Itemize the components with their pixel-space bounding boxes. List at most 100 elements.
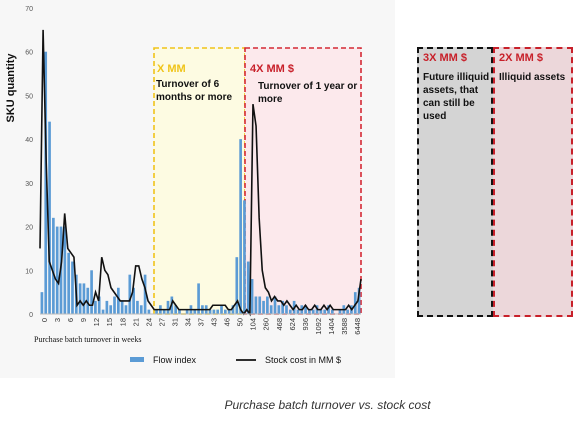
- bar: [52, 217, 55, 314]
- x-tick-label: 104: [249, 318, 258, 331]
- y-tick-label: 0: [29, 312, 33, 319]
- bar: [338, 309, 342, 314]
- bar: [208, 309, 212, 314]
- bar: [304, 305, 307, 314]
- bar: [285, 305, 288, 314]
- bar: [239, 139, 242, 314]
- bar: [308, 309, 311, 314]
- x-tick-label: 27: [157, 318, 166, 326]
- bar: [277, 305, 281, 314]
- bar: [281, 300, 284, 314]
- x-tick-label: 43: [210, 318, 219, 326]
- bar: [311, 309, 315, 314]
- bar: [139, 305, 143, 314]
- bar: [262, 300, 265, 314]
- bar: [71, 261, 74, 314]
- x-tick-label: 21: [131, 318, 140, 326]
- bar: [174, 305, 177, 314]
- bar: [67, 252, 70, 314]
- legend-bar-swatch: [130, 357, 144, 362]
- y-tick-label: 50: [25, 93, 33, 100]
- box-illiquid: 2X MM $ Illiquid assets: [493, 47, 573, 317]
- bar: [78, 283, 82, 314]
- x-tick-label: 1404: [327, 318, 336, 335]
- y-tick-label: 40: [25, 137, 33, 144]
- bar: [94, 300, 97, 314]
- x-tick-label: 6448: [353, 318, 362, 335]
- legend-bar-label: Flow index: [153, 355, 197, 365]
- bar: [353, 292, 357, 314]
- bar: [258, 296, 262, 314]
- bar: [193, 309, 197, 314]
- bar: [136, 300, 139, 314]
- bar: [120, 300, 124, 314]
- chart-svg: X MM Turnover of 6 months or more 4X MM …: [5, 6, 362, 365]
- bar: [147, 309, 151, 314]
- chart-panel: X MM Turnover of 6 months or more 4X MM …: [5, 6, 362, 365]
- bar: [105, 300, 109, 314]
- x-tick-label: 50: [236, 318, 245, 326]
- box-future-illiquid: 3X MM $ Future illiquid assets, that can…: [417, 47, 493, 317]
- x-axis-ticks: 0 3 6 9 12 15 18 21 24 27 31 34 37 43 46 50 104 260 468 624…: [40, 318, 362, 335]
- bar: [319, 309, 323, 314]
- bar: [266, 296, 269, 314]
- figure-caption: Purchase batch turnover vs. stock cost: [224, 398, 431, 412]
- bar: [113, 296, 116, 314]
- bar: [128, 274, 132, 314]
- bar: [212, 309, 216, 314]
- bar: [197, 283, 200, 314]
- region-1-year: [244, 47, 362, 315]
- region-1y-text: Turnover of 1 year or more: [258, 81, 358, 105]
- x-tick-label: 3: [53, 318, 62, 322]
- bar: [97, 296, 101, 314]
- bar: [132, 287, 135, 314]
- y-tick-label: 10: [25, 268, 33, 275]
- bar: [162, 309, 166, 314]
- bar: [269, 305, 273, 314]
- legend-line-label: Stock cost in MM $: [265, 355, 341, 365]
- bar: [273, 296, 277, 314]
- x-tick-label: 260: [262, 318, 271, 331]
- bar: [166, 300, 170, 314]
- y-tick-label: 60: [25, 50, 33, 57]
- y-tick-label: 70: [25, 6, 33, 13]
- x-tick-label: 936: [301, 318, 310, 331]
- box-2x-text: Illiquid assets: [499, 72, 566, 83]
- x-tick-label: 37: [197, 318, 206, 326]
- bar: [63, 226, 67, 314]
- bar: [296, 309, 300, 314]
- bar: [90, 270, 93, 314]
- x-tick-label: 3588: [340, 318, 349, 335]
- bar: [331, 309, 334, 314]
- box-3x-title: 3X MM $: [423, 52, 468, 64]
- x-tick-label: 468: [275, 318, 284, 331]
- bar: [216, 309, 220, 314]
- bar: [55, 226, 59, 314]
- region-6-months: [153, 47, 246, 315]
- y-axis-label: SKU quantity: [5, 53, 17, 123]
- bar: [178, 309, 181, 314]
- region-6m-title: X MM: [157, 63, 186, 75]
- bar: [243, 200, 246, 314]
- bar: [357, 287, 361, 314]
- bar: [101, 309, 105, 314]
- x-tick-label: 15: [105, 318, 114, 326]
- bar: [246, 261, 250, 314]
- bar: [288, 309, 292, 314]
- x-tick-label: 6: [66, 318, 75, 322]
- line-series: [39, 29, 362, 317]
- box-3x-text: Future illiquid assets, that can still b…: [423, 72, 490, 122]
- y-tick-label: 20: [25, 225, 33, 232]
- y-tick-label: 30: [25, 181, 33, 188]
- bar: [155, 309, 158, 314]
- box-2x-title: 2X MM $: [499, 52, 544, 64]
- x-tick-label: 0: [40, 318, 49, 322]
- bar: [254, 296, 258, 314]
- bar: [82, 283, 86, 314]
- bar: [323, 309, 327, 314]
- bar: [185, 309, 189, 314]
- bar: [224, 309, 227, 314]
- bar: [143, 274, 147, 314]
- x-tick-label: 46: [223, 318, 232, 326]
- x-axis-label: Purchase batch turnover in weeks: [34, 335, 142, 344]
